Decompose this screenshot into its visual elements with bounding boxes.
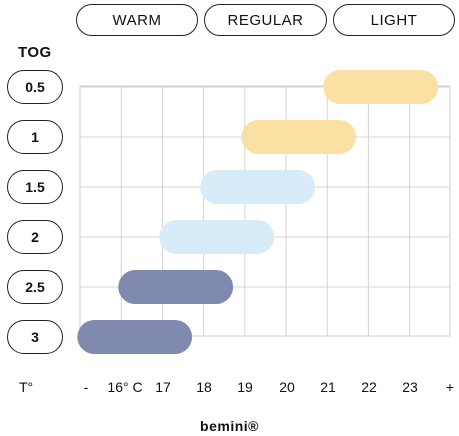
regular-header-pill: REGULAR — [204, 4, 327, 36]
temperature-tick-label: - — [83, 379, 89, 395]
tog-pill-0-5: 0.5 — [7, 70, 63, 104]
temperature-tick-label: 18 — [196, 379, 212, 395]
temperature-tick-label: 23 — [402, 379, 418, 395]
brand-logo: bemini® — [200, 418, 259, 434]
tog-pill-label: 0.5 — [25, 79, 45, 95]
tog-pill-1: 1 — [7, 120, 63, 154]
temperature-tick-label: 16° C — [107, 379, 143, 395]
tog-pill-2-5: 2.5 — [7, 270, 63, 304]
tog-range-bar-2-5 — [118, 270, 234, 304]
light-header-pill: LIGHT — [333, 4, 455, 36]
grid-border — [79, 85, 451, 337]
temperature-tick-label: 17 — [155, 379, 171, 395]
tog-pill-label: 1.5 — [25, 179, 45, 195]
temperature-tick-label: 21 — [320, 379, 336, 395]
light-label: LIGHT — [370, 11, 418, 29]
tog-range-bar-3 — [77, 320, 193, 354]
tog-range-bar-1-5 — [200, 170, 316, 204]
tog-pill-label: 2 — [31, 229, 39, 245]
warm-header-pill: WARM — [76, 4, 198, 36]
temperature-tick-label: 22 — [361, 379, 377, 395]
tog-range-bar-0-5 — [323, 70, 439, 104]
tog-pill-2: 2 — [7, 220, 63, 254]
tog-title: TOG — [18, 44, 52, 61]
tog-range-bar-2 — [159, 220, 275, 254]
temperature-tick-label: 20 — [279, 379, 295, 395]
temperature-axis-label: T° — [19, 379, 34, 395]
tog-pill-label: 3 — [31, 329, 39, 345]
regular-label: REGULAR — [227, 11, 304, 29]
tog-pill-label: 1 — [31, 129, 39, 145]
temperature-tick-label: 19 — [237, 379, 253, 395]
tog-pill-3: 3 — [7, 320, 63, 354]
tog-range-bar-1 — [241, 120, 357, 154]
tog-pill-1-5: 1.5 — [7, 170, 63, 204]
tog-pill-label: 2.5 — [25, 279, 45, 295]
temperature-tick-label: + — [445, 379, 455, 395]
warm-label: WARM — [112, 11, 162, 29]
